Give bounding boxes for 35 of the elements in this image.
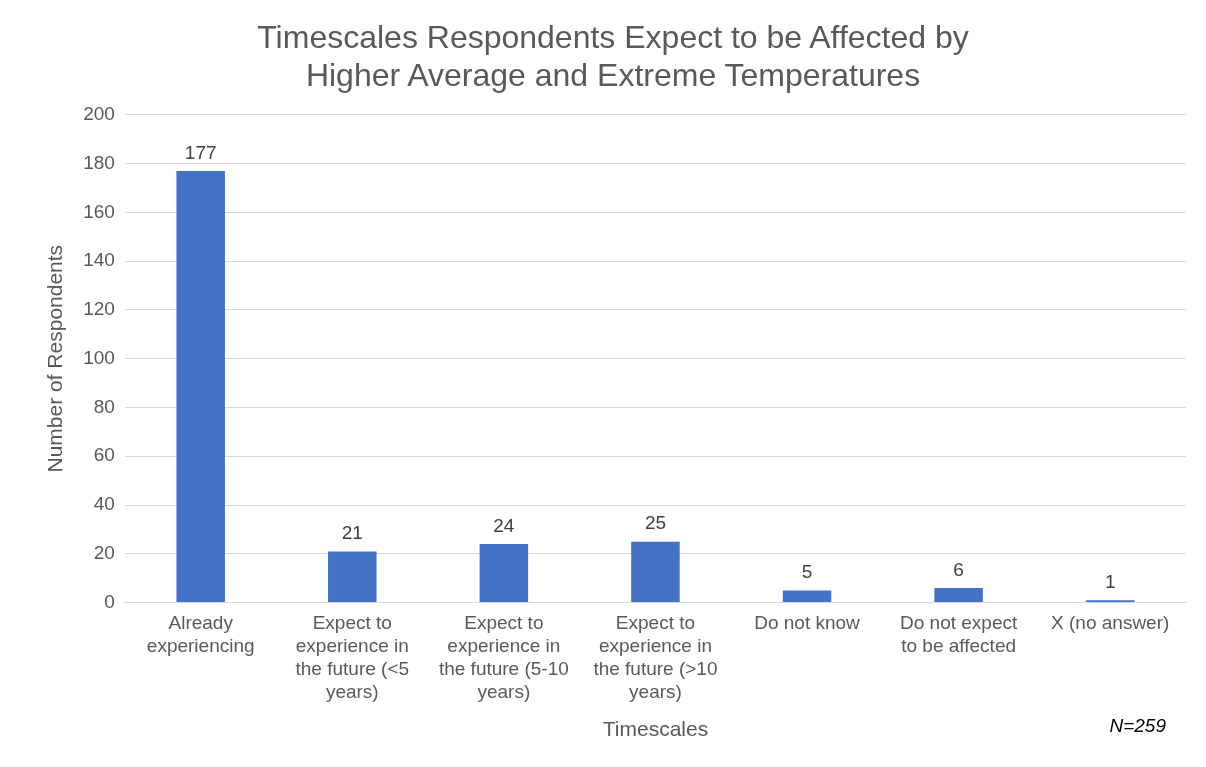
y-tick-label: 200 bbox=[83, 103, 115, 125]
chart-title: Timescales Respondents Expect to be Affected by Higher Average and Extreme Temperatures bbox=[257, 19, 969, 94]
y-tick-label: 60 bbox=[93, 444, 115, 466]
x-tick-label: Expect to experience in the future (<5 years) bbox=[295, 612, 410, 702]
data-label: 25 bbox=[644, 512, 667, 534]
x-tick-label: Do not expect to be affected bbox=[900, 612, 1018, 657]
y-tick-label: 160 bbox=[83, 200, 115, 222]
y-tick-label: 40 bbox=[93, 493, 115, 515]
data-label: 177 bbox=[184, 141, 217, 163]
bar bbox=[479, 544, 529, 603]
x-axis-title: Timescales bbox=[602, 717, 709, 741]
text: N=259 bbox=[1109, 715, 1167, 737]
y-tick-label: 0 bbox=[104, 590, 115, 612]
y-tick-label: 140 bbox=[83, 249, 115, 271]
data-label: 1 bbox=[1104, 570, 1116, 592]
bar bbox=[176, 170, 225, 603]
data-label: 5 bbox=[801, 561, 813, 583]
y-tick-label: 120 bbox=[83, 298, 115, 320]
bar bbox=[631, 541, 680, 603]
data-label: 6 bbox=[953, 558, 964, 580]
y-tick-label: 20 bbox=[93, 542, 115, 564]
x-tick-label: Expect to experience in the future (>10 years) bbox=[593, 612, 718, 702]
bar bbox=[934, 587, 983, 603]
y-tick-label: 80 bbox=[93, 395, 115, 417]
bar bbox=[782, 590, 832, 603]
x-tick-label: Do not know bbox=[754, 612, 861, 634]
y-axis-title: Number of Respondents bbox=[43, 244, 67, 473]
data-label: 21 bbox=[341, 522, 363, 544]
y-tick-label: 180 bbox=[83, 151, 115, 173]
data-label: 24 bbox=[493, 514, 515, 536]
x-tick-label: Expect to experience in the future (5-10 years) bbox=[438, 612, 569, 702]
y-tick-label: 100 bbox=[83, 346, 115, 368]
bar bbox=[328, 551, 377, 603]
x-tick-label: X (no answer) bbox=[1051, 612, 1170, 634]
x-tick-label: Already experiencing bbox=[146, 612, 255, 657]
